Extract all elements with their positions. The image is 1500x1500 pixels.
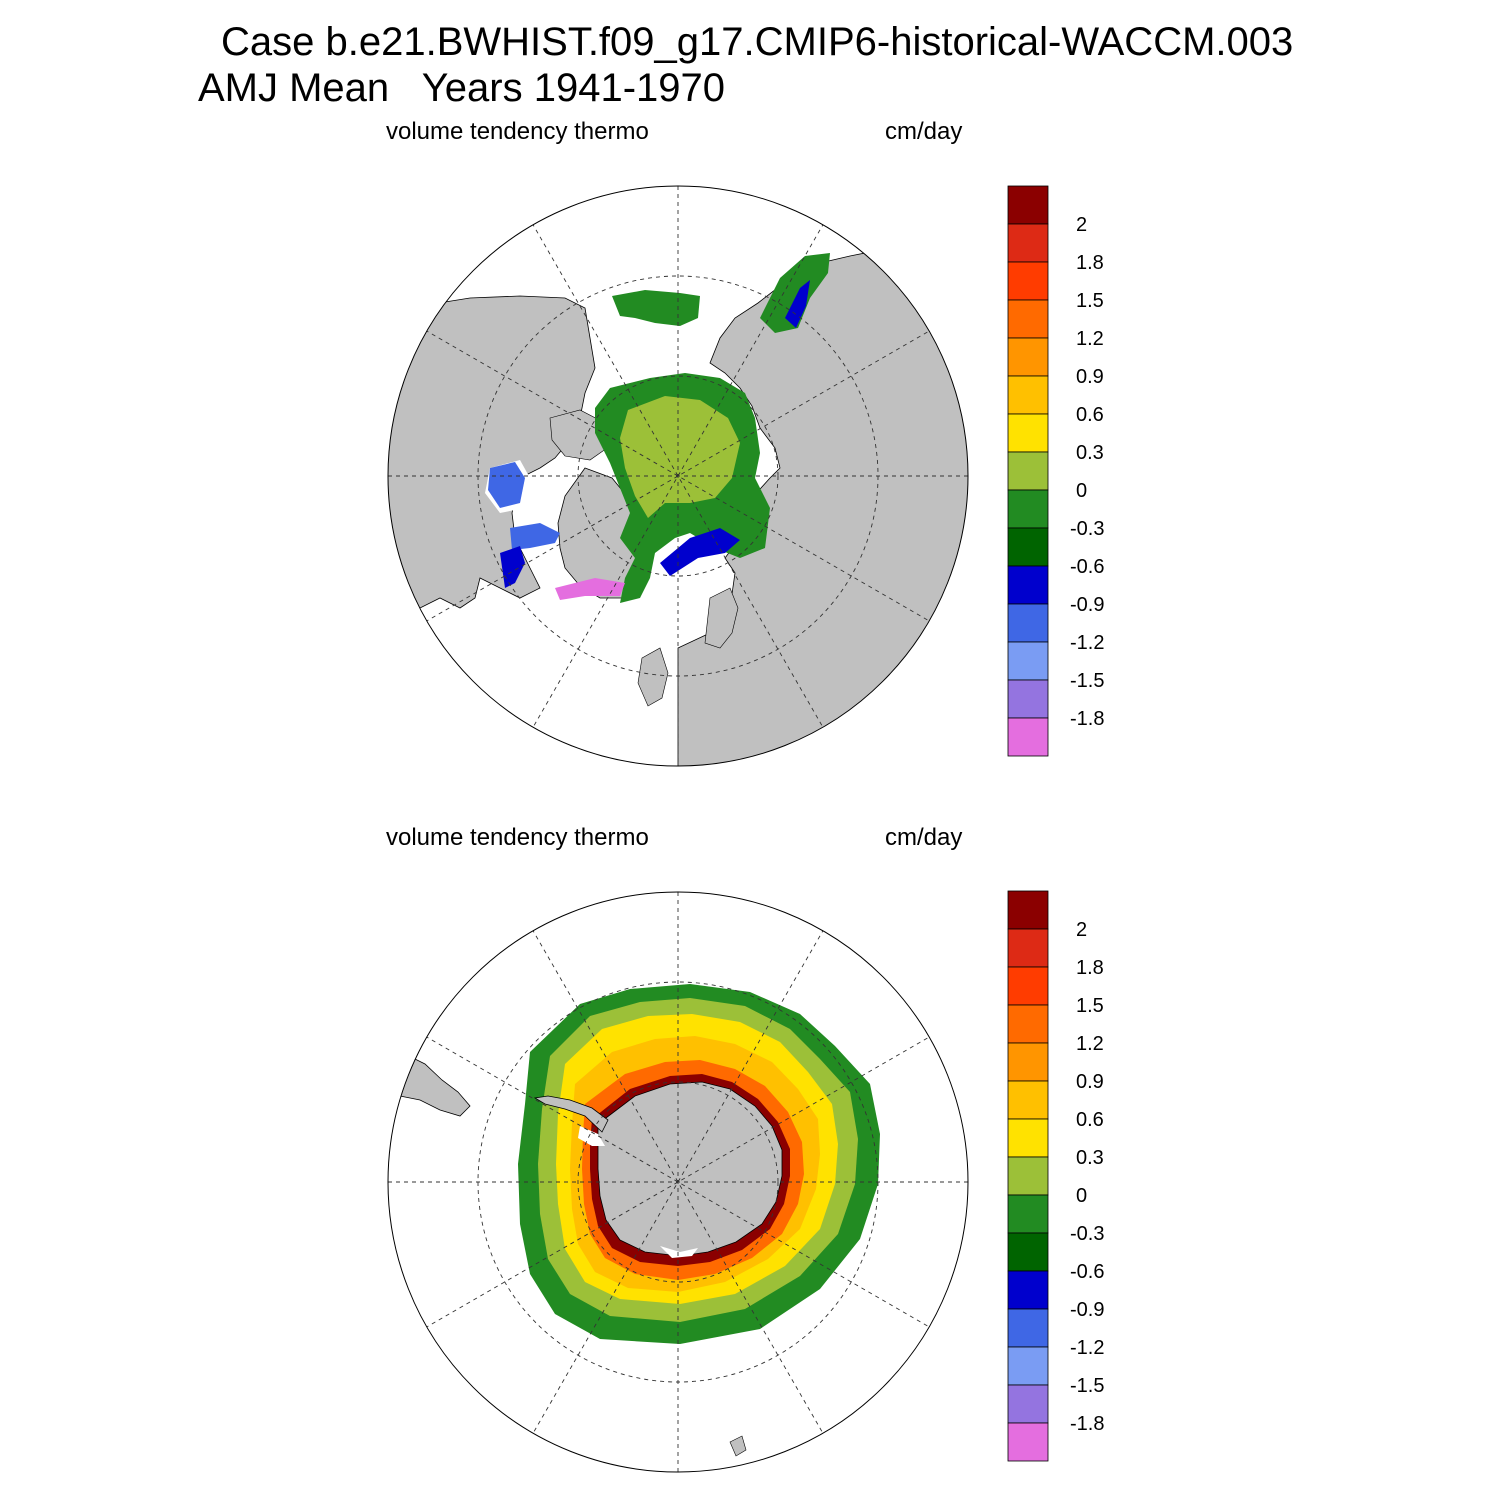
nh-barents-melt — [660, 528, 740, 576]
nh-colorbar-box — [1007, 413, 1049, 453]
sh-colorbar-box — [1007, 1270, 1049, 1310]
sh-colorbar: 2 1.8 1.5 1.2 0.9 0.6 0.3 0 -0.3 -0.6 -0.9 -1.2 -1.5… — [1007, 890, 1104, 1462]
sh-colorbar-box — [1007, 1118, 1049, 1158]
nh-colorbar-tick-label: 0 — [1076, 480, 1087, 502]
nh-colorbar-box — [1007, 185, 1049, 225]
nh-colorbar-labels: 2 1.8 1.5 1.2 0.9 0.6 0.3 0 -0.3 -0.6 -0.9 -1.2 -1.5… — [1070, 214, 1104, 730]
sh-colorbar-tick-label: 0.9 — [1076, 1071, 1104, 1093]
sh-graticule — [388, 892, 968, 1472]
sh-colorbar-box — [1007, 1232, 1049, 1272]
sh-antarctica-land — [597, 1081, 783, 1257]
nh-map-border — [387, 185, 969, 767]
sh-antarctic-peninsula — [533, 1095, 609, 1133]
nh-colorbar-box — [1007, 603, 1049, 643]
nh-colorbar-box — [1007, 565, 1049, 605]
sh-colorbar-tick-label: 0 — [1076, 1185, 1087, 1207]
sh-colorbar-tick-label: 1.5 — [1076, 995, 1104, 1017]
nh-bering-ice — [760, 253, 830, 333]
nh-colorbar-tick-label: 0.9 — [1076, 366, 1104, 388]
nh-colorbar-tick-label: 0.6 — [1076, 404, 1104, 426]
nh-variable-label: volume tendency thermo — [386, 118, 649, 145]
nh-colorbar-tick-label: 0.3 — [1076, 442, 1104, 464]
sh-colorbar-labels: 2 1.8 1.5 1.2 0.9 0.6 0.3 0 -0.3 -0.6 -0.9 -1.2 -1.5… — [1070, 919, 1104, 1435]
nh-colorbar-box — [1007, 717, 1049, 757]
nh-colorbar-tick-label: -1.2 — [1070, 632, 1104, 654]
sh-colorbar-tick-label: 0.3 — [1076, 1147, 1104, 1169]
sh-colorbar-box — [1007, 1422, 1049, 1462]
nh-colorbar-box — [1007, 489, 1049, 529]
sh-colorbar-tick-label: -1.5 — [1070, 1375, 1104, 1397]
nh-graticule — [388, 186, 968, 766]
nh-labrador-melt — [500, 546, 525, 588]
nh-colorbar-box — [1007, 223, 1049, 263]
sh-colorbar-box — [1007, 1156, 1049, 1196]
nh-colorbar-box — [1007, 337, 1049, 377]
sh-colorbar-tick-label: -1.2 — [1070, 1337, 1104, 1359]
sh-colorbar-tick-label: -0.3 — [1070, 1223, 1104, 1245]
sh-colorbar-tick-label: 0.6 — [1076, 1109, 1104, 1131]
nh-greenland-sea-melt — [555, 578, 625, 600]
nh-colorbar-tick-label: 1.5 — [1076, 290, 1104, 312]
nh-colorbar-boxes — [1007, 185, 1049, 757]
sh-colorbar-box — [1007, 966, 1049, 1006]
nh-colorbar-tick-label: -0.3 — [1070, 518, 1104, 540]
nh-central-arctic-ice-near-zero — [620, 396, 740, 518]
sh-colorbar-boxes — [1007, 890, 1049, 1462]
nh-bering-melt — [785, 280, 810, 328]
nh-colorbar-tick-label: -0.6 — [1070, 556, 1104, 578]
sh-variable-label: volume tendency thermo — [386, 824, 649, 851]
sh-colorbar-box — [1007, 890, 1049, 930]
sh-colorbar-tick-label: 1.2 — [1076, 1033, 1104, 1055]
nh-hudson-ice — [488, 462, 525, 508]
figure-title-case: Case b.e21.BWHIST.f09_g17.CMIP6-historic… — [221, 20, 1294, 64]
nh-colorbar-tick-label: -1.8 — [1070, 708, 1104, 730]
sh-colorbar-tick-label: -1.8 — [1070, 1413, 1104, 1435]
sh-colorbar-tick-label: 1.8 — [1076, 957, 1104, 979]
nh-colorbar-box — [1007, 451, 1049, 491]
sh-units-label: cm/day — [885, 824, 963, 851]
sh-colorbar-box — [1007, 1194, 1049, 1234]
sh-ross-shelf — [660, 1246, 698, 1258]
sh-weddell-shelf — [578, 1126, 605, 1146]
nh-colorbar-tick-label: 1.2 — [1076, 328, 1104, 350]
nh-colorbar-box — [1007, 261, 1049, 301]
nh-colorbar-tick-label: -0.9 — [1070, 594, 1104, 616]
sh-new-zealand-fragment — [729, 1435, 747, 1457]
figure-title-period: AMJ Mean Years 1941-1970 — [198, 66, 726, 110]
sh-colorbar-box — [1007, 1042, 1049, 1082]
nh-british-isles — [637, 647, 669, 707]
sh-colorbar-box — [1007, 1384, 1049, 1424]
sh-colorbar-box — [1007, 1004, 1049, 1044]
sh-colorbar-box — [1007, 1308, 1049, 1348]
nh-svalbard-scandinavia — [704, 587, 739, 649]
sh-colorbar-tick-label: -0.9 — [1070, 1299, 1104, 1321]
nh-baffin-ice — [510, 523, 560, 550]
nh-colorbar-box — [1007, 299, 1049, 339]
sh-colorbar-box — [1007, 928, 1049, 968]
nh-colorbar-box — [1007, 527, 1049, 567]
nh-colorbar-box — [1007, 375, 1049, 415]
nh-colorbar: 2 1.8 1.5 1.2 0.9 0.6 0.3 0 -0.3 -0.6 -0.9 -1.2 -1.5… — [1007, 185, 1104, 757]
sh-colorbar-tick-label: 2 — [1076, 919, 1087, 941]
nh-units-label: cm/day — [885, 118, 963, 145]
sh-polar-map — [387, 891, 969, 1473]
sh-map-border — [387, 891, 969, 1473]
nh-colorbar-tick-label: 2 — [1076, 214, 1087, 236]
nh-colorbar-box — [1007, 679, 1049, 719]
nh-colorbar-box — [1007, 641, 1049, 681]
nh-polar-map — [387, 185, 969, 767]
sh-colorbar-box — [1007, 1346, 1049, 1386]
nh-colorbar-tick-label: -1.5 — [1070, 670, 1104, 692]
sh-colorbar-tick-label: -0.6 — [1070, 1261, 1104, 1283]
sh-colorbar-box — [1007, 1080, 1049, 1120]
nh-colorbar-tick-label: 1.8 — [1076, 252, 1104, 274]
